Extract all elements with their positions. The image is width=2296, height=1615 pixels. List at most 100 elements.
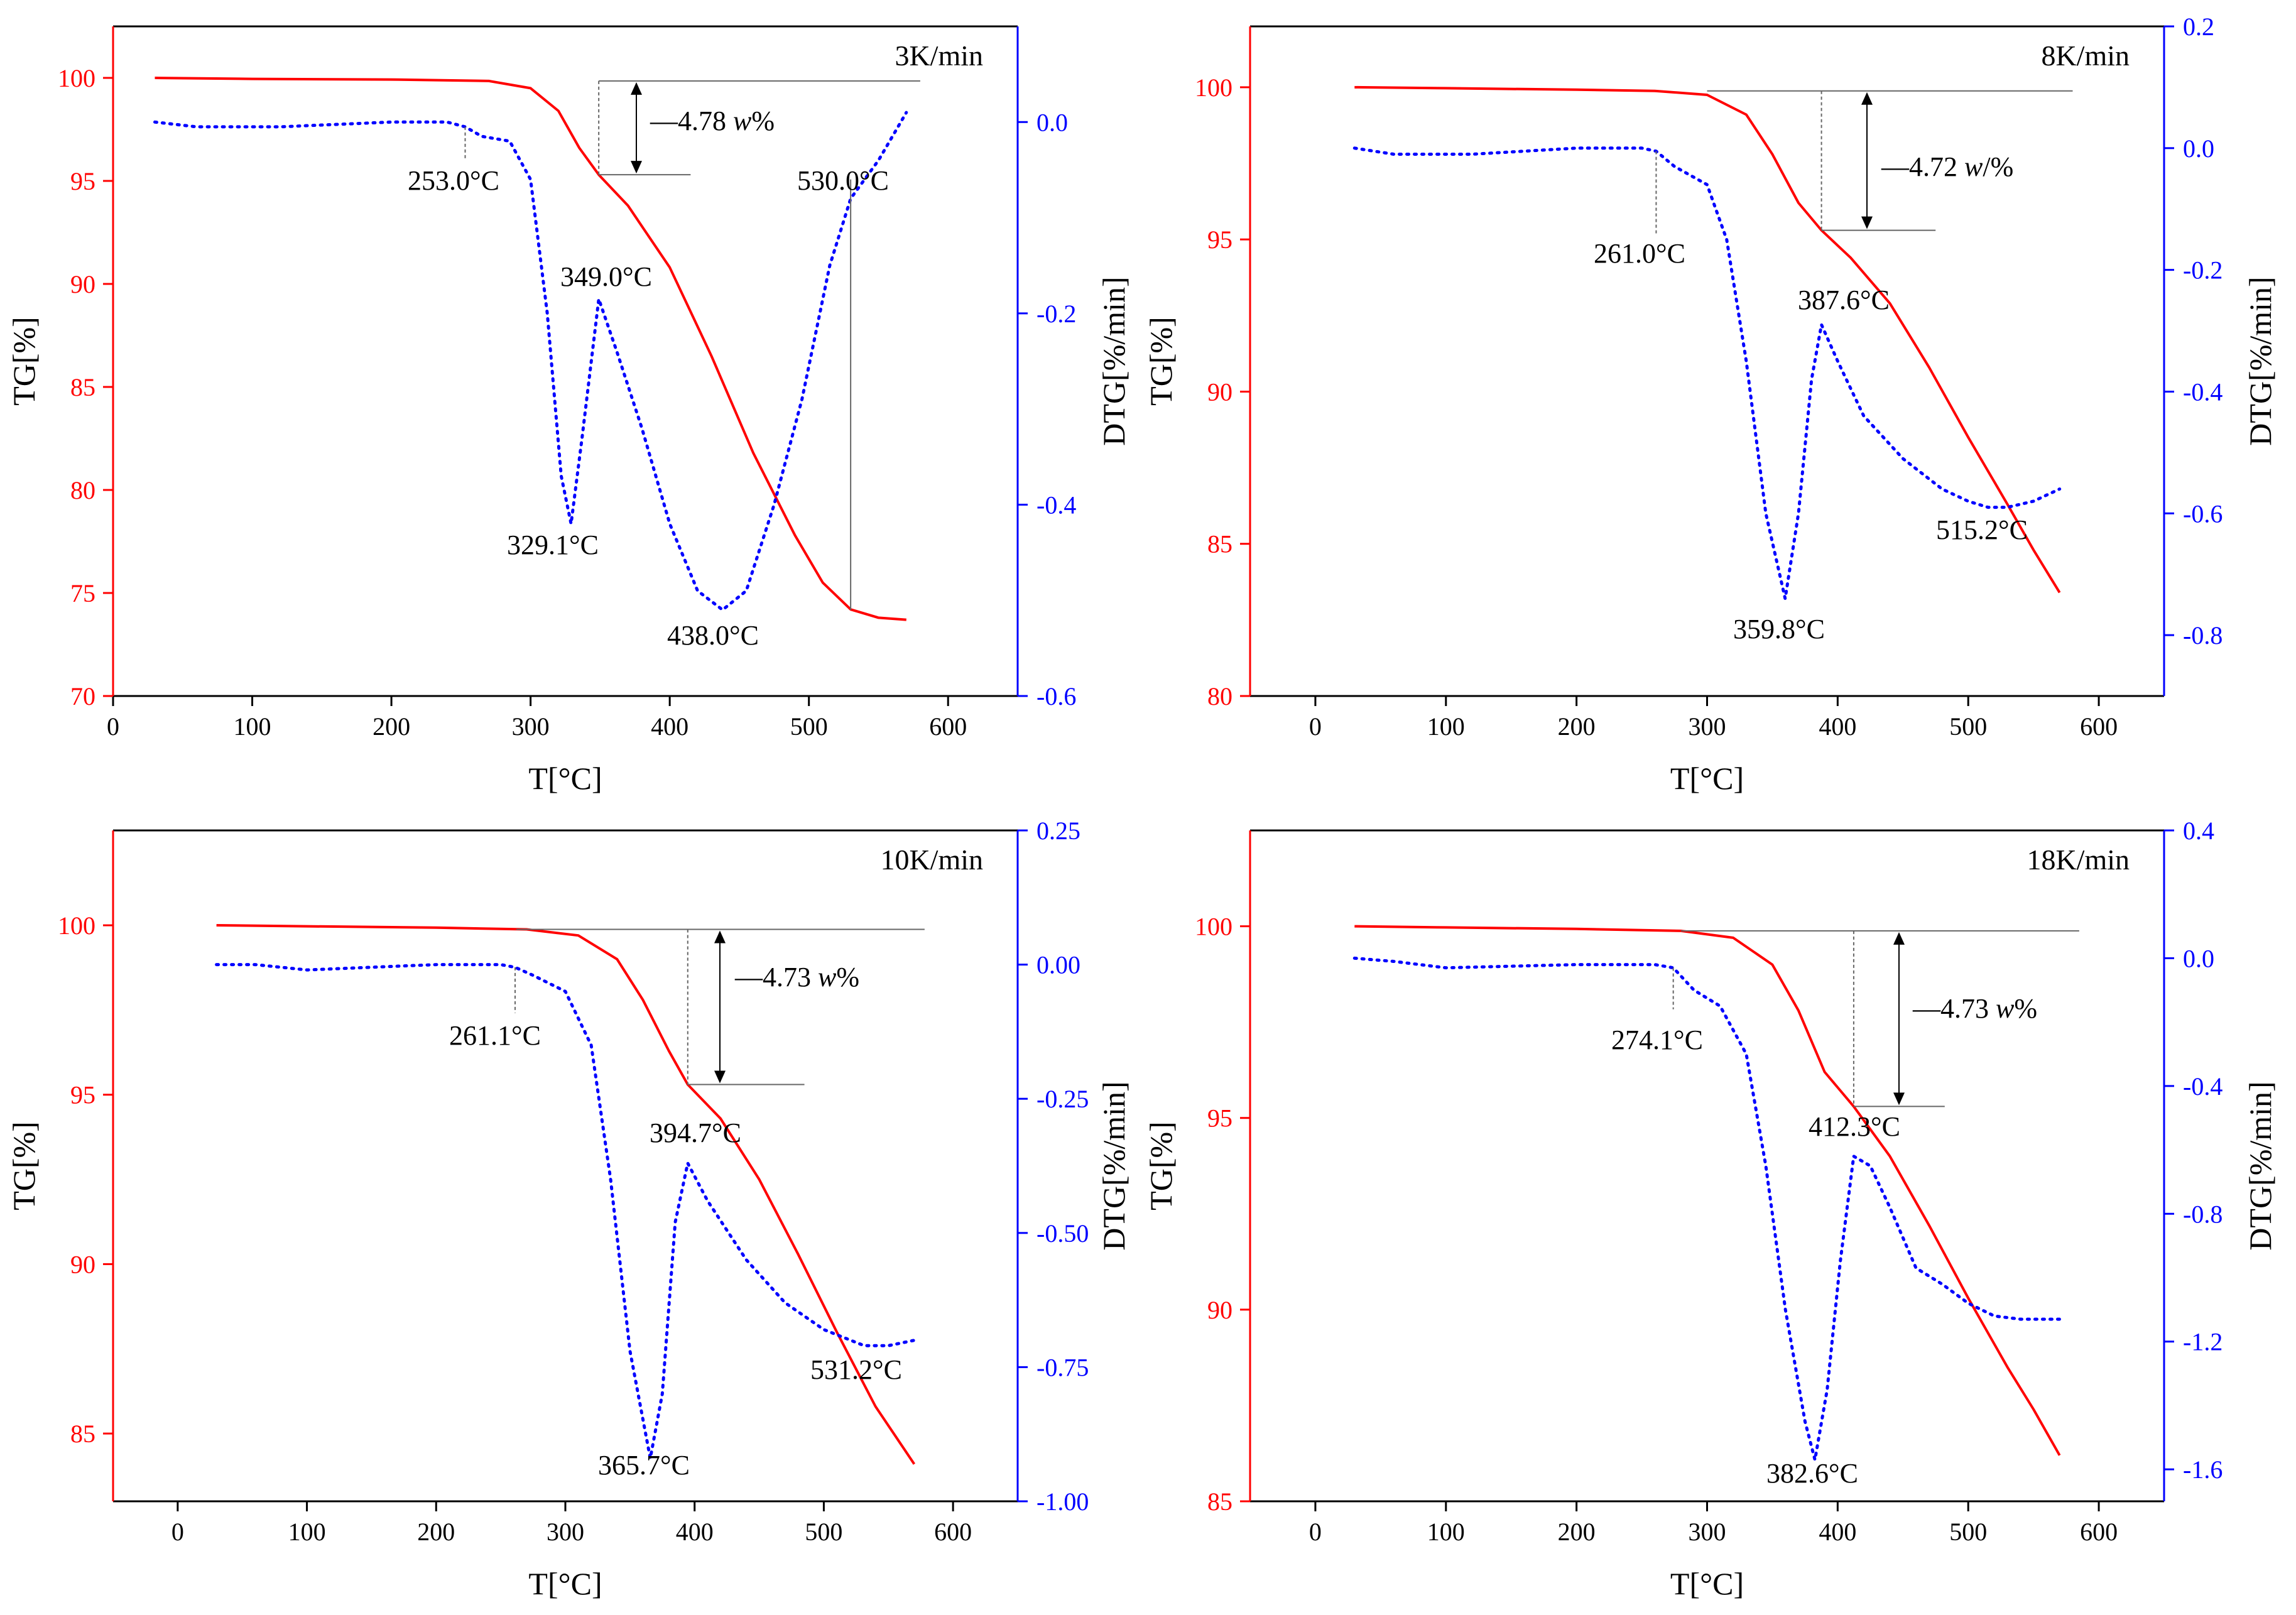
tg-tick-label: 95 <box>1207 1104 1232 1133</box>
x-tick-label: 200 <box>1558 1518 1596 1546</box>
x-tick-label: 500 <box>790 712 828 741</box>
x-tick-label: 300 <box>512 712 550 741</box>
x-tick-label: 100 <box>288 1518 326 1546</box>
x-axis-title: T[°C] <box>528 1566 602 1601</box>
chart-panel-top-right: 0 100 200 300 400 500 600 T[°C] 80 85 90 95 100 TG[%]… <box>1143 13 2278 796</box>
dtg-tick-label: -0.4 <box>1036 491 1076 519</box>
dtg-curve <box>1352 956 2062 1462</box>
dtg-tick-label: -0.75 <box>1036 1353 1089 1381</box>
dtg-shoulder-label: 387.6°C <box>1798 285 1890 315</box>
x-tick-label: 400 <box>676 1518 714 1546</box>
x-tick-label: 0 <box>107 712 119 741</box>
x-tick-label: 200 <box>417 1518 455 1546</box>
annotations: 261.1°C 365.7°C 394.7°C 531.2°C —4.73 w% <box>449 928 925 1481</box>
dtg-tick-label: -0.50 <box>1036 1219 1089 1248</box>
tg-axis-title: TG[%] <box>1143 1121 1178 1210</box>
mass-loss-label: —4.73 w% <box>1912 993 2037 1024</box>
x-tick-label: 300 <box>547 1518 584 1546</box>
x-tick-label: 300 <box>1689 712 1726 741</box>
tg-tick-label: 100 <box>58 911 95 940</box>
dtg-tick-label: -0.6 <box>2183 499 2223 528</box>
mass-loss-label: —4.78 w% <box>650 106 775 136</box>
tg-curve <box>1354 925 2061 1456</box>
chart-panel-top-left: 0 100 200 300 400 500 600 T[°C] 70 75 80 85 90 95 100 T… <box>6 25 1131 796</box>
x-tick-label: 600 <box>929 712 967 741</box>
x-tick-label: 400 <box>651 712 688 741</box>
dtg-peak-label: 329.1°C <box>507 530 599 560</box>
x-tick-label: 600 <box>934 1518 972 1546</box>
dtg-curve <box>1352 146 2062 601</box>
onset-temperature-label: 261.1°C <box>449 1020 541 1051</box>
dtg-tick-label: -1.6 <box>2183 1455 2223 1484</box>
tg-tick-label: 85 <box>1207 530 1232 558</box>
x-tick-label: 0 <box>1309 712 1322 741</box>
mass-loss-arrow-head-up <box>1861 92 1873 105</box>
dtg-shoulder-label: 349.0°C <box>560 261 652 292</box>
tg-tick-label: 80 <box>1207 682 1232 710</box>
dtg-peak-label: 365.7°C <box>598 1450 690 1481</box>
dtg-shoulder-label: 394.7°C <box>650 1117 741 1148</box>
dtg-second-peak-label: 531.2°C <box>810 1354 902 1385</box>
x-tick-label: 100 <box>234 712 271 741</box>
mass-loss-arrow-head-up <box>714 930 726 943</box>
tg-tick-label: 90 <box>1207 378 1232 406</box>
x-tick-label: 100 <box>1427 712 1465 741</box>
dtg-peak-label: 382.6°C <box>1766 1458 1858 1489</box>
x-tick-label: 200 <box>373 712 410 741</box>
x-tick-label: 0 <box>1309 1518 1322 1546</box>
tg-curve <box>1354 85 2061 594</box>
dtg-tick-label: -0.4 <box>2183 1072 2223 1101</box>
x-tick-label: 500 <box>1949 1518 1987 1546</box>
tg-tick-label: 85 <box>70 1420 95 1448</box>
x-tick-label: 100 <box>1427 1518 1465 1546</box>
dtg-curve <box>153 111 908 612</box>
heating-rate-label: 3K/min <box>895 40 983 72</box>
end-temperature-label: 530.0°C <box>797 165 889 196</box>
annotations: 274.1°C 382.6°C 412.3°C —4.73 w% <box>1611 930 2079 1489</box>
dtg-axis-title: DTG[%/min] <box>1096 276 1131 445</box>
mass-loss-label: —4.73 w% <box>734 962 859 992</box>
dtg-tick-label: 0.0 <box>2183 134 2214 163</box>
tg-axis-title: TG[%] <box>6 317 41 406</box>
dtg-tick-label: -0.4 <box>2183 378 2223 406</box>
tg-tick-label: 90 <box>70 270 95 298</box>
dtg-tick-label: 0.0 <box>2183 944 2214 972</box>
x-axis-title: T[°C] <box>1670 1566 1744 1601</box>
dtg-tick-label: -0.8 <box>2183 621 2223 650</box>
x-tick-label: 300 <box>1689 1518 1726 1546</box>
chart-panel-bottom-right: 0 100 200 300 400 500 600 T[°C] 85 90 95 100 TG[%] -1… <box>1143 817 2278 1601</box>
dtg-tick-label: 0.0 <box>1036 108 1068 136</box>
mass-loss-label: —4.72 w/% <box>1881 151 2013 182</box>
dtg-axis-title: DTG[%/min] <box>1096 1081 1131 1250</box>
heating-rate-label: 10K/min <box>880 844 983 876</box>
dtg-tick-label: -0.8 <box>2183 1200 2223 1228</box>
x-tick-label: 0 <box>171 1518 184 1546</box>
dtg-axis-title: DTG[%/min] <box>2243 1081 2278 1250</box>
dtg-curve <box>215 963 916 1460</box>
tg-curve <box>216 924 916 1465</box>
tg-tick-label: 80 <box>70 476 95 504</box>
dtg-tick-label: 0.4 <box>2183 817 2214 845</box>
onset-temperature-label: 274.1°C <box>1611 1025 1703 1055</box>
onset-temperature-label: 253.0°C <box>408 165 499 196</box>
tg-tick-label: 85 <box>1207 1487 1232 1516</box>
dtg-tick-label: -0.25 <box>1036 1085 1089 1113</box>
tg-curve <box>155 77 906 621</box>
x-tick-label: 600 <box>2080 712 2118 741</box>
onset-temperature-label: 261.0°C <box>1594 238 1685 269</box>
tg-tick-label: 70 <box>70 682 95 710</box>
tg-tick-label: 95 <box>70 167 95 195</box>
dtg-axis-title: DTG[%/min] <box>2243 276 2278 445</box>
dtg-tick-label: 0.00 <box>1036 951 1080 979</box>
x-tick-label: 400 <box>1819 1518 1856 1546</box>
mass-loss-arrow-head-down <box>1861 216 1873 229</box>
heating-rate-label: 8K/min <box>2041 40 2130 72</box>
x-axis-title: T[°C] <box>528 761 602 796</box>
tg-tick-label: 85 <box>70 373 95 401</box>
dtg-tick-label: -1.00 <box>1036 1487 1089 1516</box>
mass-loss-arrow-head-down <box>1893 1092 1905 1106</box>
dtg-tick-label: -0.6 <box>1036 682 1076 710</box>
heating-rate-label: 18K/min <box>2027 844 2130 876</box>
dtg-tick-label: 0.25 <box>1036 817 1080 845</box>
